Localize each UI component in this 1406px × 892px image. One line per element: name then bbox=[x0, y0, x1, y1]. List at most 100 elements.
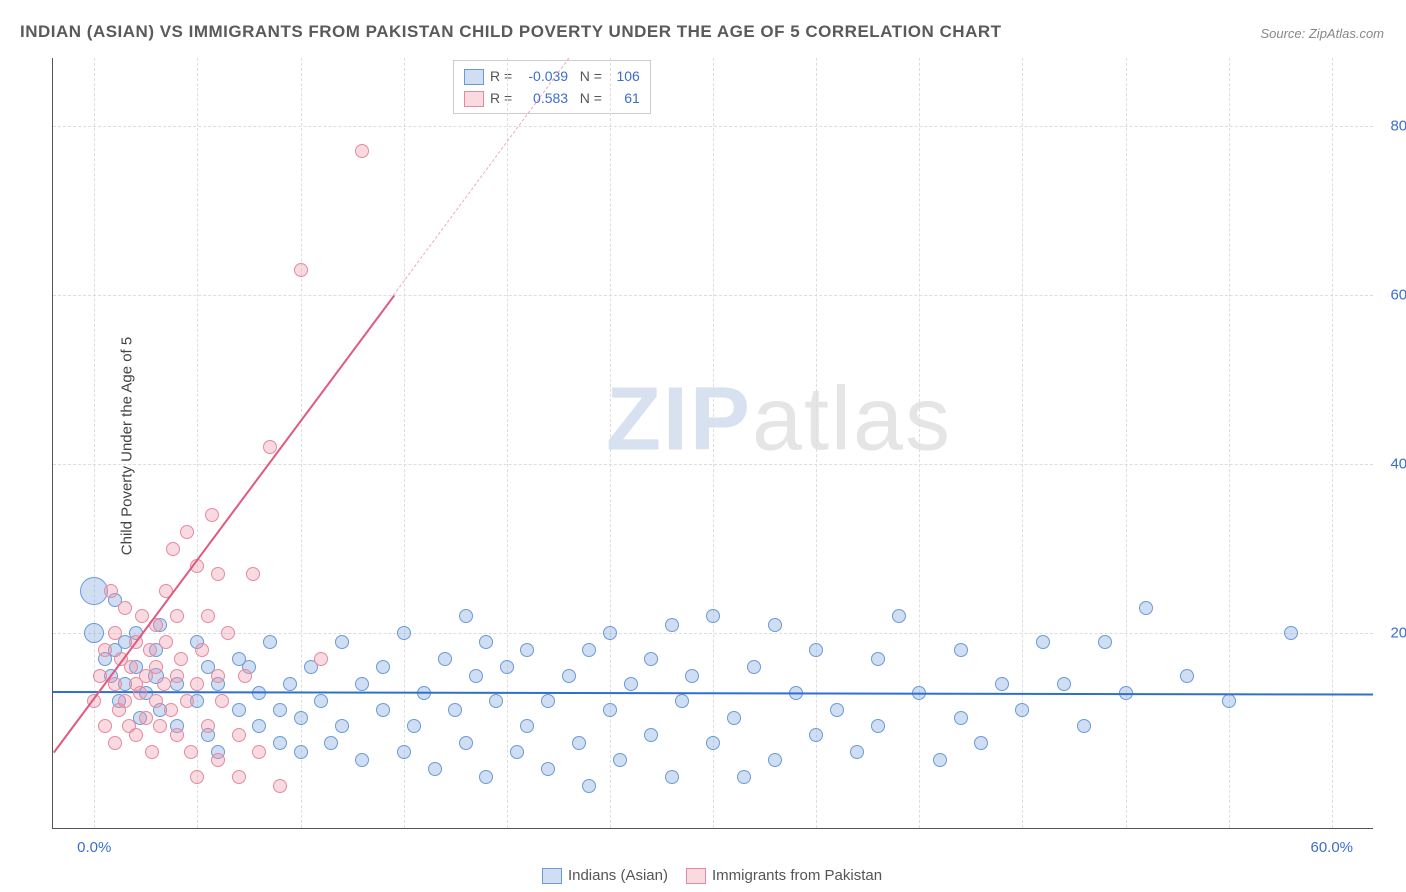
data-point bbox=[294, 745, 308, 759]
data-point bbox=[211, 669, 225, 683]
data-point bbox=[665, 618, 679, 632]
data-point bbox=[448, 703, 462, 717]
data-point bbox=[133, 686, 147, 700]
data-point bbox=[252, 745, 266, 759]
data-point bbox=[428, 762, 442, 776]
watermark-zip: ZIP bbox=[606, 369, 752, 469]
data-point bbox=[135, 609, 149, 623]
data-point bbox=[205, 508, 219, 522]
data-point bbox=[108, 736, 122, 750]
data-point bbox=[164, 703, 178, 717]
data-point bbox=[541, 762, 555, 776]
data-point bbox=[479, 635, 493, 649]
data-point bbox=[174, 652, 188, 666]
grid-line-v bbox=[1229, 58, 1230, 828]
data-point bbox=[407, 719, 421, 733]
data-point bbox=[954, 711, 968, 725]
data-point bbox=[335, 719, 349, 733]
data-point bbox=[613, 753, 627, 767]
data-point bbox=[201, 609, 215, 623]
data-point bbox=[768, 753, 782, 767]
data-point bbox=[143, 643, 157, 657]
data-point bbox=[294, 711, 308, 725]
data-point bbox=[1222, 694, 1236, 708]
data-point bbox=[211, 567, 225, 581]
data-point bbox=[572, 736, 586, 750]
legend-row: R = -0.039 N = 106 bbox=[464, 65, 640, 87]
data-point bbox=[727, 711, 741, 725]
data-point bbox=[479, 770, 493, 784]
data-point bbox=[675, 694, 689, 708]
data-point bbox=[211, 753, 225, 767]
legend-swatch bbox=[686, 868, 706, 884]
data-point bbox=[190, 770, 204, 784]
grid-line-v bbox=[197, 58, 198, 828]
data-point bbox=[459, 736, 473, 750]
data-point bbox=[933, 753, 947, 767]
data-point bbox=[108, 677, 122, 691]
data-point bbox=[153, 719, 167, 733]
x-tick-label: 60.0% bbox=[1310, 839, 1353, 856]
data-point bbox=[685, 669, 699, 683]
legend-label: Immigrants from Pakistan bbox=[712, 867, 882, 884]
data-point bbox=[737, 770, 751, 784]
data-point bbox=[376, 660, 390, 674]
data-point bbox=[149, 660, 163, 674]
data-point bbox=[324, 736, 338, 750]
data-point bbox=[459, 609, 473, 623]
data-point bbox=[1139, 601, 1153, 615]
data-point bbox=[706, 736, 720, 750]
data-point bbox=[180, 694, 194, 708]
data-point bbox=[376, 703, 390, 717]
data-point bbox=[520, 719, 534, 733]
data-point bbox=[139, 711, 153, 725]
data-point bbox=[355, 144, 369, 158]
data-point bbox=[273, 703, 287, 717]
plot-area: ZIPatlas R = -0.039 N = 106R = 0.583 N =… bbox=[52, 58, 1373, 829]
data-point bbox=[355, 753, 369, 767]
data-point bbox=[252, 719, 266, 733]
data-point bbox=[170, 609, 184, 623]
data-point bbox=[489, 694, 503, 708]
correlation-legend: R = -0.039 N = 106R = 0.583 N = 61 bbox=[453, 60, 651, 114]
data-point bbox=[768, 618, 782, 632]
series-legend: Indians (Asian) Immigrants from Pakistan bbox=[0, 867, 1406, 884]
data-point bbox=[706, 609, 720, 623]
grid-line-v bbox=[816, 58, 817, 828]
data-point bbox=[500, 660, 514, 674]
grid-line-v bbox=[94, 58, 95, 828]
data-point bbox=[170, 669, 184, 683]
data-point bbox=[215, 694, 229, 708]
legend-label: Indians (Asian) bbox=[568, 867, 668, 884]
data-point bbox=[1098, 635, 1112, 649]
data-point bbox=[108, 626, 122, 640]
data-point bbox=[624, 677, 638, 691]
data-point bbox=[871, 652, 885, 666]
data-point bbox=[974, 736, 988, 750]
data-point bbox=[294, 263, 308, 277]
data-point bbox=[809, 643, 823, 657]
data-point bbox=[157, 677, 171, 691]
watermark-atlas: atlas bbox=[752, 369, 952, 469]
data-point bbox=[263, 440, 277, 454]
data-point bbox=[246, 567, 260, 581]
data-point bbox=[954, 643, 968, 657]
data-point bbox=[129, 728, 143, 742]
data-point bbox=[892, 609, 906, 623]
chart-container: INDIAN (ASIAN) VS IMMIGRANTS FROM PAKIST… bbox=[0, 0, 1406, 892]
data-point bbox=[469, 669, 483, 683]
data-point bbox=[1077, 719, 1091, 733]
data-point bbox=[1284, 626, 1298, 640]
watermark: ZIPatlas bbox=[606, 368, 952, 471]
grid-line-v bbox=[507, 58, 508, 828]
n-label: N = bbox=[568, 90, 606, 106]
grid-line-v bbox=[1332, 58, 1333, 828]
data-point bbox=[201, 719, 215, 733]
data-point bbox=[995, 677, 1009, 691]
data-point bbox=[232, 728, 246, 742]
r-value: 0.583 bbox=[516, 87, 568, 109]
data-point bbox=[118, 601, 132, 615]
data-point bbox=[397, 745, 411, 759]
data-point bbox=[665, 770, 679, 784]
data-point bbox=[644, 652, 658, 666]
